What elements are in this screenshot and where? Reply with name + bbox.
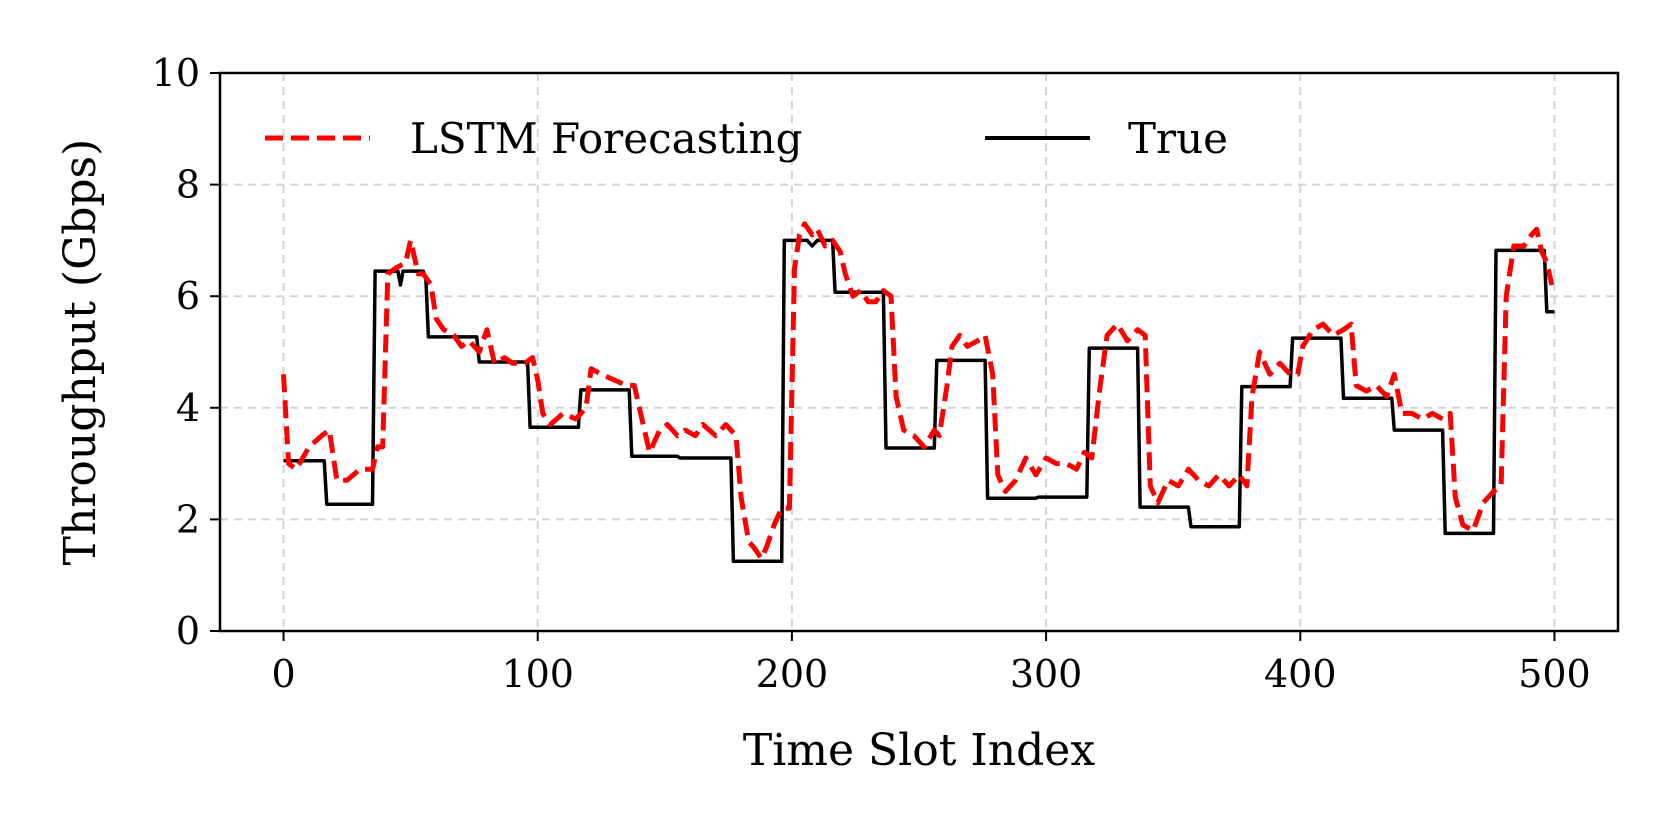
y-tick-label: 8 <box>176 163 200 207</box>
x-tick-label: 400 <box>1264 652 1337 696</box>
y-tick-label: 0 <box>176 609 200 653</box>
plot-frame <box>218 71 1620 633</box>
series-line-lstm-forecasting <box>281 221 1555 561</box>
y-axis-label: Throughput (Gbps) <box>55 139 106 566</box>
axis-ticks: 0 100 200 300 400 500 0 2 4 6 8 10 <box>152 51 1591 696</box>
series-group <box>281 221 1555 564</box>
x-tick-label: 300 <box>1010 652 1083 696</box>
x-tick-label: 0 <box>271 652 295 696</box>
legend-label-true: True <box>1128 114 1228 163</box>
legend: LSTM Forecasting True <box>265 114 1228 163</box>
y-tick-label: 4 <box>176 386 200 430</box>
x-tick-label: 100 <box>501 652 574 696</box>
legend-label-lstm: LSTM Forecasting <box>410 114 802 163</box>
x-tick-label: 500 <box>1518 652 1591 696</box>
x-tick-label: 200 <box>756 652 829 696</box>
y-tick-label: 6 <box>176 274 200 318</box>
y-tick-label: 2 <box>176 497 200 541</box>
y-tick-label: 10 <box>152 51 200 95</box>
x-axis-label: Time Slot Index <box>743 725 1095 776</box>
